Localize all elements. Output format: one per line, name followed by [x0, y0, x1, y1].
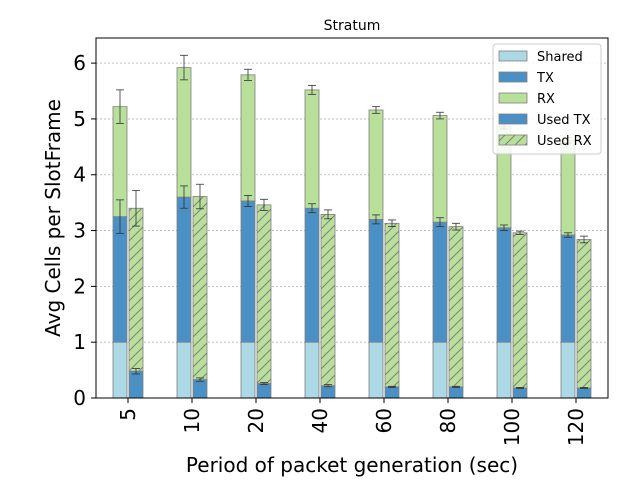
bar-used-tx [512, 387, 528, 399]
legend-swatch [498, 113, 528, 125]
bar-used-rx [576, 239, 592, 389]
bar-shared [368, 341, 384, 399]
legend-box [492, 43, 602, 155]
y-tick-label: 6 [73, 51, 86, 75]
x-axis: 5 10 20 40 60 80 100 120 [116, 398, 588, 446]
legend-label: TX [536, 71, 554, 86]
x-tick-label: 120 [564, 408, 588, 446]
bar-shared [560, 341, 576, 399]
y-tick-label: 3 [73, 219, 86, 243]
bar-used-rx [384, 222, 400, 388]
legend-label: Used RX [537, 134, 592, 149]
y-tick-label: 1 [73, 330, 86, 354]
bar-used-tx [448, 386, 464, 399]
y-tick-label: 2 [73, 274, 86, 298]
bar-shared [112, 341, 128, 399]
bar-tx [560, 234, 576, 343]
bar-tx [432, 221, 448, 343]
bar-shared [432, 341, 448, 399]
chart-title: Stratum [324, 18, 381, 34]
bar-shared [240, 341, 256, 399]
x-tick-label: 10 [180, 408, 204, 433]
bar-used-tx [256, 383, 272, 399]
plot-frame [95, 37, 609, 399]
x-tick-label: 60 [372, 408, 396, 433]
bar-tx [176, 196, 192, 343]
bar-used-tx [384, 386, 400, 399]
x-tick-label: 5 [116, 408, 140, 421]
bar-rx [176, 67, 192, 198]
bar-used-rx [256, 204, 272, 384]
bar-used-rx [448, 226, 464, 388]
legend-swatch [498, 50, 528, 62]
legend-label: Shared [537, 50, 583, 65]
bar-used-tx [128, 370, 144, 399]
bar-used-rx [192, 196, 208, 380]
legend-label: RX [537, 92, 555, 107]
y-axis-label: Avg Cells per SlotFrame [41, 99, 65, 337]
bars [112, 67, 592, 399]
x-tick-label: 40 [308, 408, 332, 433]
legend-label: Used TX [537, 113, 591, 128]
legend-swatch [498, 92, 528, 104]
bar-shared [496, 341, 512, 399]
bar-tx [496, 227, 512, 343]
bar-rx [432, 115, 448, 223]
bar-shared [176, 341, 192, 399]
bar-used-tx [576, 387, 592, 399]
x-axis-label: Period of packet generation (sec) [186, 453, 518, 477]
legend-swatch [498, 134, 528, 146]
y-tick-label: 5 [73, 107, 86, 131]
y-tick-label: 0 [73, 386, 86, 410]
y-axis: 0 1 2 3 4 5 6 [73, 51, 96, 410]
bar-shared [304, 341, 320, 399]
bar-used-tx [320, 385, 336, 399]
bar-used-rx [512, 232, 528, 389]
x-tick-label: 20 [244, 408, 268, 433]
bar-tx [240, 200, 256, 343]
bar-tx [112, 216, 128, 343]
legend-swatch [498, 71, 528, 83]
bar-tx [304, 207, 320, 343]
bar-rx [304, 89, 320, 209]
bar-rx [368, 109, 384, 220]
bar-tx [368, 218, 384, 343]
y-tick-label: 4 [73, 163, 86, 187]
bar-rx [240, 74, 256, 202]
x-tick-label: 100 [500, 408, 524, 446]
x-tick-label: 80 [436, 408, 460, 433]
bar-used-rx [128, 207, 144, 372]
bar-used-tx [192, 379, 208, 399]
bar-used-rx [320, 213, 336, 387]
legend: Shared TX RX Used TX Used RX [492, 43, 602, 155]
